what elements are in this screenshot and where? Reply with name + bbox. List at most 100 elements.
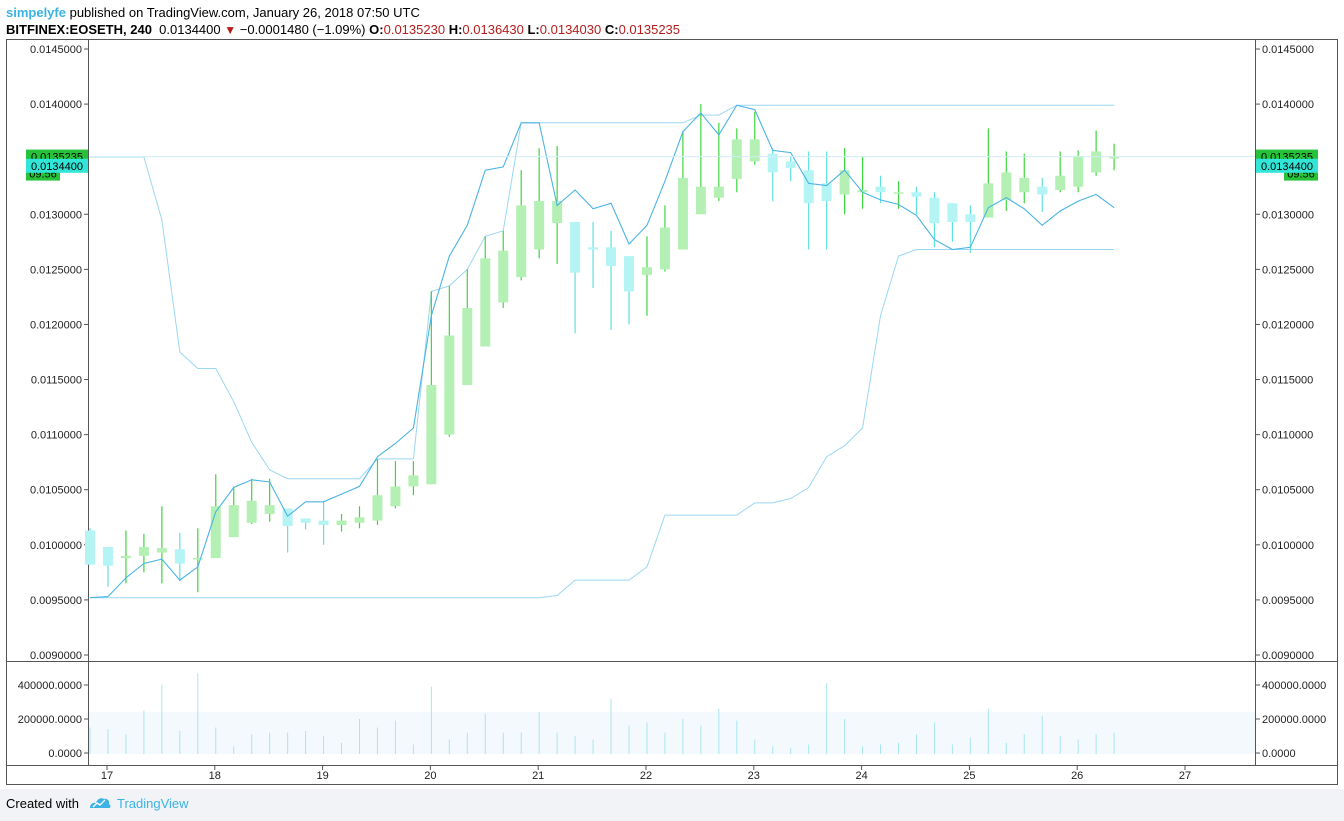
tradingview-link[interactable]: TradingView [117, 796, 189, 811]
candles [85, 104, 1120, 593]
legend-row: BITFINEX:EOSETH, 240 0.0134400 ▼ −0.0001… [6, 21, 680, 39]
volume-label-right: 200000.0000 [1262, 714, 1326, 726]
candle-up [264, 478, 275, 522]
candle-body [246, 500, 257, 523]
candle-up [659, 205, 670, 272]
channel-upper-line [90, 104, 1115, 480]
candle-body [1019, 177, 1030, 193]
volume-label-left: 0.0000 [48, 748, 82, 760]
candle-up [228, 486, 239, 538]
price-change: −0.0001480 (−1.09%) [239, 22, 366, 37]
candle-body [713, 186, 724, 198]
author-name[interactable]: simpelyfe [6, 5, 66, 20]
down-arrow-icon: ▼ [224, 23, 237, 37]
candle-body [1037, 186, 1048, 195]
indicator-badge-left-bg [26, 158, 88, 173]
open-label: O: [369, 22, 384, 37]
price-label-right: 0.0125000 [1262, 264, 1314, 276]
candle-body [102, 547, 113, 566]
candle-up [1019, 153, 1030, 204]
time-label: 19 [316, 770, 328, 782]
candle-body [983, 183, 994, 218]
candle-body [677, 177, 688, 250]
price-label-left: 0.0110000 [31, 430, 82, 442]
candle-body [426, 385, 437, 485]
candle-up [390, 461, 401, 509]
high-label: H: [448, 22, 463, 37]
candlestick-chart[interactable]: 0.0145000 0.0145000 0.0140000 0.0140000 0.01… [0, 0, 1344, 789]
time-axis: 17 18 19 20 21 22 23 24 25 26 27 [101, 766, 1191, 782]
volume-axis: 400000.0000 400000.0000 200000.0000 200000.… [18, 680, 1326, 760]
candle-body [641, 267, 652, 275]
published-text: published on TradingView.com, January 26… [65, 5, 420, 20]
volume-label-left: 400000.0000 [18, 680, 82, 692]
candle-up [516, 170, 527, 281]
time-label: 25 [963, 770, 975, 782]
indicator-badge-right-text: 0.0134400 [1261, 161, 1313, 173]
candle-body [444, 335, 455, 435]
candle-body [570, 221, 581, 273]
tradingview-logo-icon[interactable] [88, 795, 112, 811]
time-label: 21 [532, 770, 544, 782]
chart-frame [6, 39, 1338, 785]
candle-body [534, 201, 545, 250]
high-value: 0.0136430 [462, 22, 524, 37]
candle-body [911, 192, 922, 197]
candle-body [120, 555, 131, 559]
candle-body [606, 247, 617, 267]
volume-average-band [89, 712, 1255, 754]
candle-up [408, 461, 419, 496]
candle-body [929, 197, 940, 224]
price-badges: 0.013523509:560.01344000.013523509:560.0… [26, 149, 1318, 181]
candle-down [821, 151, 832, 250]
candle-up [120, 530, 131, 584]
price-label-left: 0.0105000 [30, 485, 82, 497]
volume-bars [89, 673, 1255, 754]
candle-body [659, 227, 670, 270]
time-label: 17 [101, 770, 113, 782]
price-label-right: 0.0100000 [1262, 540, 1314, 552]
time-label: 18 [209, 770, 221, 782]
candle-body [85, 530, 95, 565]
price-label-right: 0.0105000 [1262, 485, 1314, 497]
candle-up [1073, 150, 1084, 193]
indicator-badge-left-text: 0.0134400 [31, 161, 83, 173]
close-value: 0.0135235 [618, 22, 681, 37]
price-label-left: 0.0090000 [30, 650, 82, 662]
price-channel [90, 104, 1115, 599]
volume-label-left: 200000.0000 [18, 714, 82, 726]
price-label-left: 0.0145000 [30, 44, 82, 56]
candle-up [138, 533, 149, 573]
candle-body [210, 506, 221, 559]
time-label: 23 [748, 770, 760, 782]
close-label: C: [604, 22, 619, 37]
candle-body [336, 520, 347, 525]
candle-body [947, 203, 958, 222]
candle-body [372, 495, 383, 521]
candle-up [462, 269, 473, 386]
candle-body [1055, 175, 1066, 191]
price-label-right: 0.0140000 [1262, 99, 1314, 111]
candle-up [857, 156, 868, 209]
candle-body [498, 250, 509, 303]
candle-body [965, 214, 976, 222]
candle-up [426, 291, 437, 485]
candle-up [354, 506, 365, 529]
indicator-badge-right: 0.0134400 [1256, 158, 1318, 173]
candle-down [929, 192, 940, 248]
candle-up [1001, 151, 1012, 211]
candle-down [965, 205, 976, 253]
price-label-left: 0.0095000 [30, 595, 82, 607]
candle-body [516, 205, 527, 278]
candle-body [695, 186, 706, 215]
candle-body [893, 192, 904, 194]
candle-up [246, 478, 257, 524]
price-label-left: 0.0120000 [30, 319, 82, 331]
candle-body [839, 170, 850, 195]
open-value: 0.0135230 [383, 22, 446, 37]
candle-body [282, 508, 293, 527]
candle-up [1055, 151, 1066, 193]
candle-body [354, 517, 365, 523]
candle-down [102, 547, 113, 587]
candle-body [803, 170, 814, 204]
